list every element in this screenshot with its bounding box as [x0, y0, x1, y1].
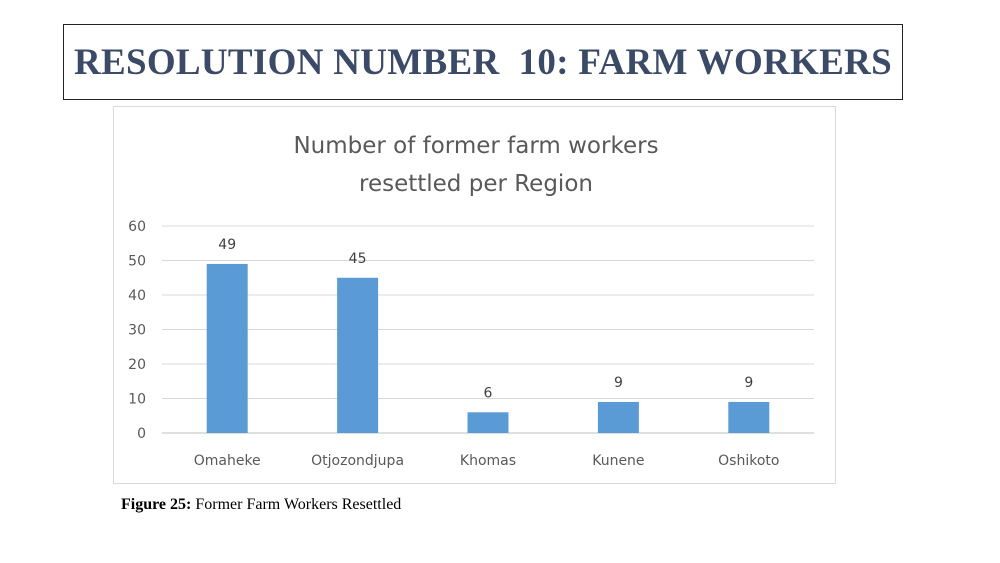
y-tick-label: 50	[128, 254, 146, 270]
x-category-label: Otjozondjupa	[311, 453, 404, 469]
grid-lines	[162, 225, 814, 434]
chart-title-line-2: resettled per Region	[359, 171, 593, 197]
y-tick-label: 60	[128, 219, 146, 235]
y-tick-label: 30	[128, 323, 146, 339]
bar-chart: Number of former farm workers resettled …	[128, 133, 814, 469]
data-label: 9	[744, 375, 753, 391]
x-category-label: Oshikoto	[718, 453, 779, 469]
y-tick-label: 0	[137, 426, 146, 442]
bars	[206, 263, 770, 433]
data-labels: 49 45 6 9 9	[218, 237, 753, 401]
x-category-label: Khomas	[460, 453, 516, 469]
figure-caption-label: Figure 25:	[121, 496, 192, 513]
chart-frame: Number of former farm workers resettled …	[113, 106, 836, 484]
bar-omaheke	[206, 263, 248, 433]
x-category-label: Omaheke	[194, 453, 261, 469]
bar-otjozondjupa	[337, 277, 379, 433]
bar-kunene	[597, 401, 639, 433]
slide-title-box: RESOLUTION NUMBER 10: FARM WORKERS	[63, 24, 903, 100]
y-axis-tick-labels: 0 10 20 30 40 50 60	[128, 219, 146, 442]
bar-oshikoto	[728, 401, 770, 433]
data-label: 6	[484, 385, 493, 401]
data-label: 49	[218, 237, 236, 253]
y-tick-label: 10	[128, 392, 146, 408]
bar-khomas	[467, 412, 509, 433]
y-tick-label: 20	[128, 357, 146, 373]
data-label: 45	[349, 251, 367, 267]
x-axis-category-labels: Omaheke Otjozondjupa Khomas Kunene Oshikoto	[194, 453, 780, 469]
chart-title-line-1: Number of former farm workers	[293, 133, 658, 159]
x-category-label: Kunene	[592, 453, 644, 469]
figure-caption: Figure 25: Former Farm Workers Resettled	[121, 496, 401, 514]
y-tick-label: 40	[128, 288, 146, 304]
figure-caption-text: Former Farm Workers Resettled	[191, 496, 402, 513]
data-label: 9	[614, 375, 623, 391]
slide-title: RESOLUTION NUMBER 10: FARM WORKERS	[73, 41, 893, 83]
